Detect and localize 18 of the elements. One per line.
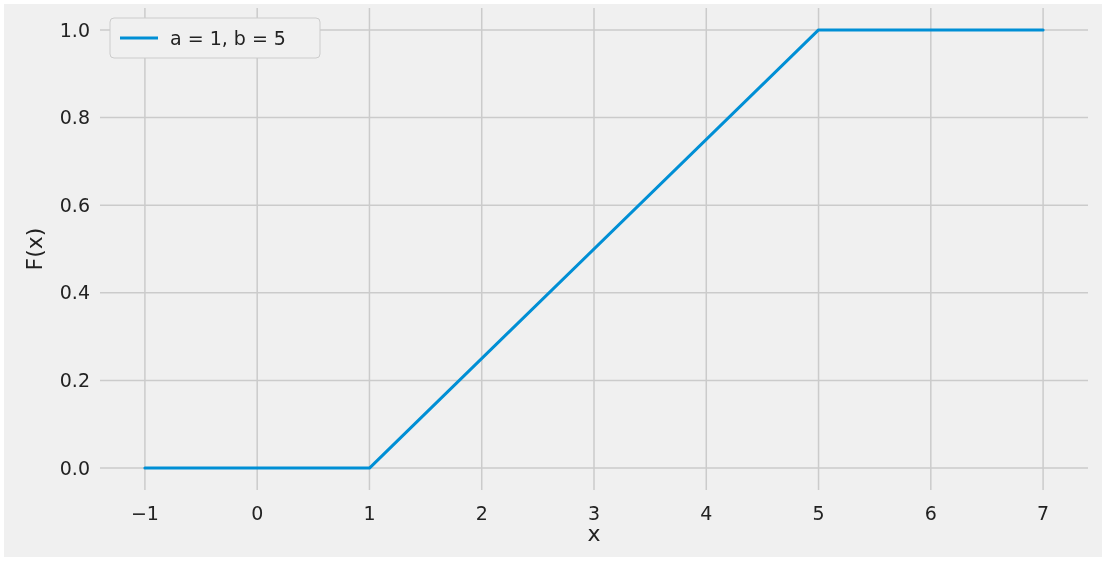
x-tick-label: 3 bbox=[587, 502, 601, 524]
x-tick-label: 4 bbox=[700, 502, 713, 524]
y-tick-label: 0.8 bbox=[59, 106, 90, 129]
x-tick-label: 1 bbox=[363, 502, 376, 524]
x-tick-label: 5 bbox=[812, 502, 825, 524]
y-tick-label: 0.2 bbox=[59, 369, 90, 392]
x-tick-label: 7 bbox=[1037, 502, 1050, 524]
legend-label: a = 1, b = 5 bbox=[170, 26, 286, 49]
x-tick-label: 0 bbox=[251, 502, 264, 524]
y-tick-label: 0.0 bbox=[59, 456, 90, 479]
y-tick-label: 0.6 bbox=[59, 193, 90, 216]
x-tick-label: 6 bbox=[924, 502, 937, 524]
x-tick-label: −1 bbox=[130, 502, 159, 524]
x-axis-title: x bbox=[587, 521, 601, 546]
y-axis-title: F(x) bbox=[22, 227, 47, 271]
y-tick-label: 1.0 bbox=[59, 18, 90, 41]
x-tick-label: 2 bbox=[475, 502, 488, 524]
y-tick-label: 0.4 bbox=[59, 281, 90, 304]
